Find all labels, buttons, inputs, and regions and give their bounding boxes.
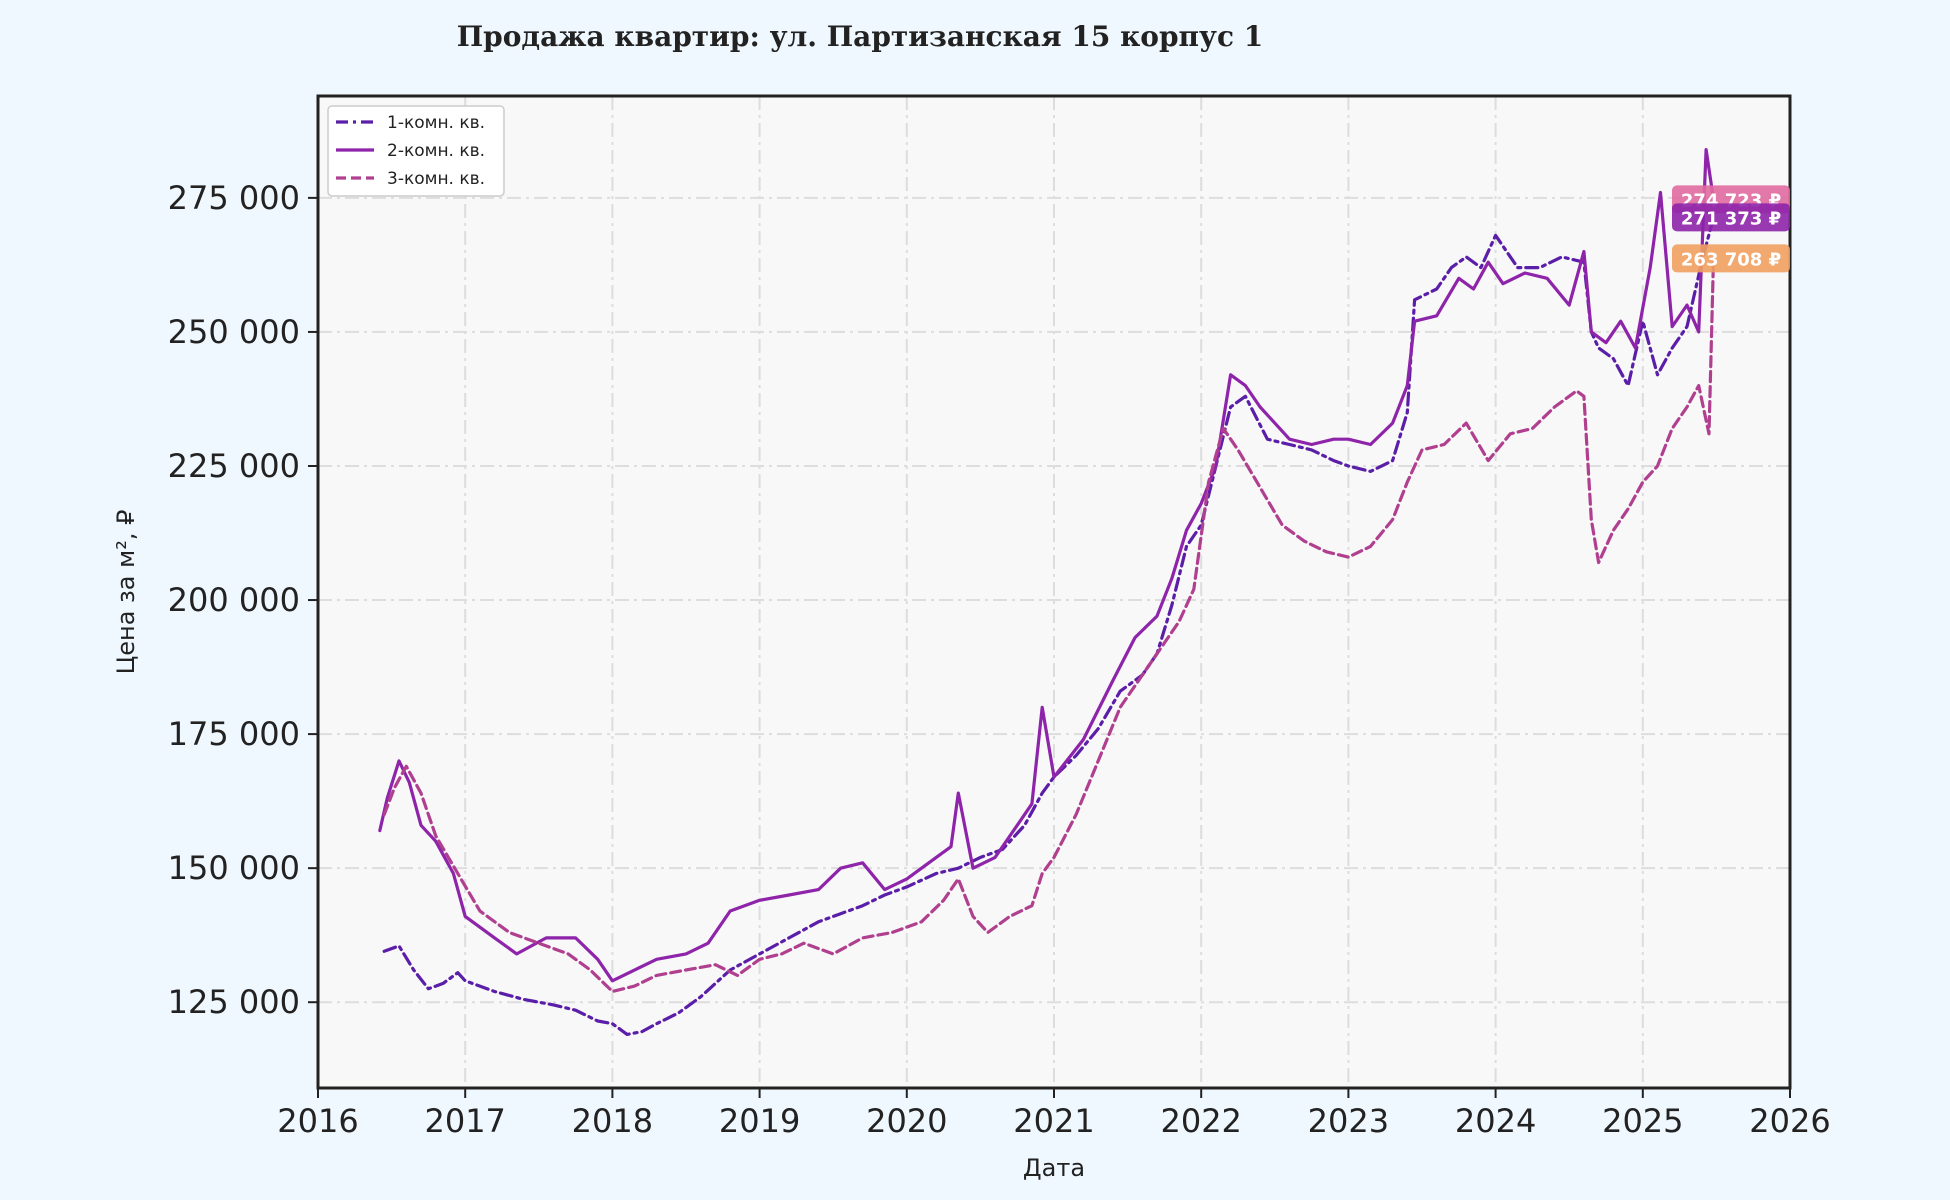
y-tick-label: 225 000: [168, 447, 300, 485]
y-tick-label: 275 000: [168, 179, 300, 217]
legend-label-1: 1-комн. кв.: [387, 113, 485, 133]
last-value-label-3: 263 708 ₽: [1681, 249, 1781, 270]
x-tick-label: 2017: [424, 1102, 505, 1140]
x-tick-label: 2023: [1308, 1102, 1389, 1140]
legend: 1-комн. кв. 2-комн. кв. 3-комн. кв.: [327, 105, 505, 197]
last-value-badge-2: [1672, 203, 1790, 232]
legend-label-2: 2-комн. кв.: [387, 141, 485, 161]
y-tick-label: 150 000: [168, 849, 300, 887]
series-line-1: [382, 215, 1716, 1037]
x-tick-label: 2025: [1602, 1102, 1683, 1140]
y-tick-label: 200 000: [168, 581, 300, 619]
last-value-badges: 274 723 ₽271 373 ₽263 708 ₽: [1672, 185, 1790, 273]
axis-ticks: 2016 2017 2018 2019 2020 2021 2022 2023 2024 2025…: [168, 179, 1831, 1140]
last-value-badge-3: [1672, 244, 1790, 273]
series-line-3: [382, 256, 1716, 994]
x-tick-label: 2022: [1160, 1102, 1241, 1140]
chart-title: Продажа квартир: ул. Партизанская 15 кор…: [457, 20, 1264, 53]
x-tick-label: 2021: [1013, 1102, 1094, 1140]
x-tick-label: 2026: [1749, 1102, 1830, 1140]
y-axis-label: Цена за м², ₽: [112, 510, 140, 675]
legend-label-3: 3-комн. кв.: [387, 169, 485, 189]
legend-box: [327, 105, 505, 197]
last-value-label-2: 271 373 ₽: [1681, 208, 1781, 229]
y-tick-label: 175 000: [168, 715, 300, 753]
x-tick-label: 2016: [277, 1102, 358, 1140]
x-tick-label: 2020: [866, 1102, 947, 1140]
x-tick-label: 2019: [719, 1102, 800, 1140]
x-tick-label: 2024: [1455, 1102, 1536, 1140]
x-tick-label: 2018: [572, 1102, 653, 1140]
x-axis-label: Дата: [1023, 1154, 1085, 1182]
series-lines: [378, 148, 1716, 1037]
y-tick-label: 250 000: [168, 313, 300, 351]
series-line-2: [378, 148, 1716, 983]
y-tick-label: 125 000: [168, 983, 300, 1021]
